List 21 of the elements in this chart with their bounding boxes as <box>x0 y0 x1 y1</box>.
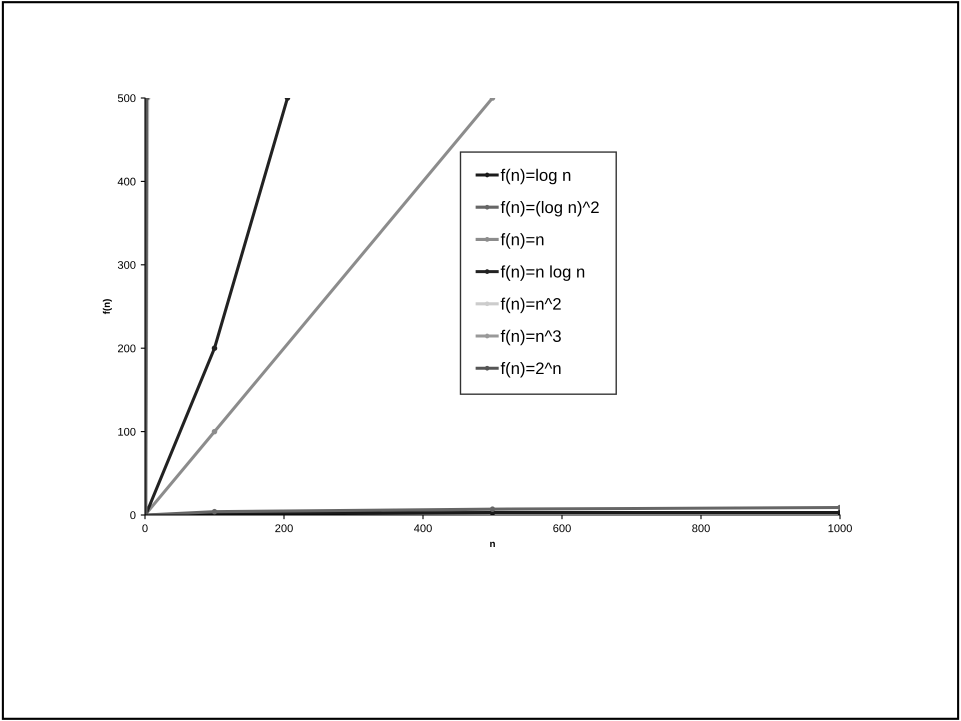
x-tick-label: 800 <box>692 524 710 532</box>
y-tick-label: 0 <box>130 511 136 520</box>
y-tick-label: 100 <box>118 428 136 436</box>
legend-label: f(n)=log n <box>500 168 570 184</box>
x-axis-title: n <box>490 542 495 547</box>
legend-label: f(n)=n log n <box>500 265 584 281</box>
x-tick-label: 600 <box>553 524 571 532</box>
legend-label: f(n)=n^2 <box>500 298 561 314</box>
x-tick-label: 200 <box>275 524 293 532</box>
x-tick-label: 400 <box>414 524 432 532</box>
x-tick-label: 1000 <box>828 524 852 532</box>
legend-label: f(n)=(log n)^2 <box>500 200 599 216</box>
y-tick-label: 300 <box>118 261 136 269</box>
legend-label: f(n)=n <box>500 233 544 249</box>
y-tick-label: 400 <box>118 178 136 186</box>
legend-label: f(n)=2^n <box>500 362 561 378</box>
legend-label: f(n)=n^3 <box>500 330 561 346</box>
y-axis-title: f(n) <box>102 299 112 314</box>
y-tick-label: 500 <box>118 94 136 102</box>
y-tick-label: 200 <box>118 344 136 352</box>
x-tick-label: 0 <box>142 524 148 532</box>
